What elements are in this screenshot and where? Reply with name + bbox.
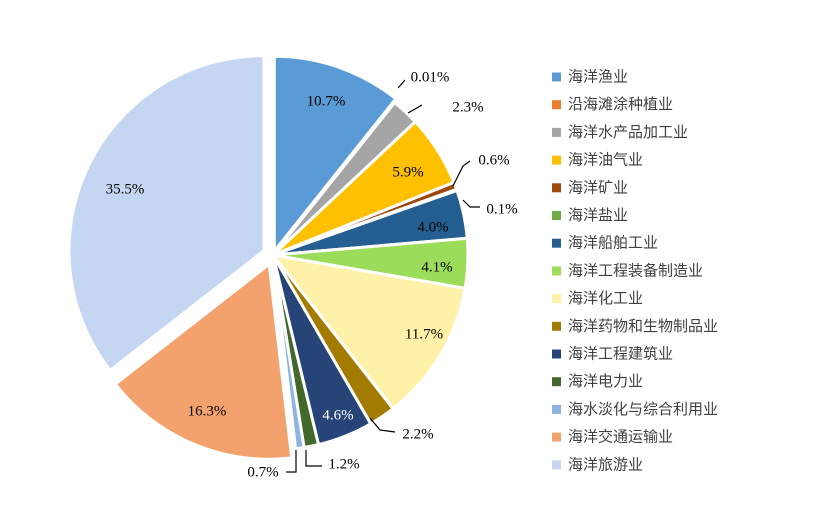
legend-item: 海洋水产品加工业	[552, 123, 688, 141]
data-label-5: 0.6%	[478, 152, 509, 168]
legend-item: 海洋盐业	[552, 206, 628, 224]
legend-item: 海洋工程装备制造业	[552, 261, 703, 279]
legend-item: 海洋矿业	[552, 178, 628, 196]
legend-item: 沿海滩涂种植业	[552, 95, 673, 113]
legend-label: 海洋渔业	[568, 68, 628, 86]
data-label-3: 2.3%	[452, 99, 483, 115]
legend-swatch	[552, 377, 561, 387]
leader-line-6	[462, 199, 480, 208]
pie-slice-1	[272, 54, 398, 253]
legend-swatch	[552, 155, 561, 165]
legend-label: 海洋船舶工业	[568, 234, 658, 252]
legend-label: 海洋盐业	[568, 206, 628, 224]
legend-label: 海洋工程建筑业	[568, 345, 673, 363]
legend-label: 海洋工程装备制造业	[568, 261, 703, 279]
legend-label: 沿海滩涂种植业	[568, 95, 673, 113]
data-label-7: 4.0%	[417, 219, 448, 235]
leader-line-13	[286, 450, 297, 473]
data-label-11: 4.6%	[322, 407, 353, 423]
legend-swatch	[552, 211, 561, 220]
legend-swatch	[552, 349, 561, 359]
legend-label: 海洋交通运输业	[568, 428, 673, 446]
pie-slice-9	[271, 253, 467, 411]
data-label-2: 0.01%	[411, 69, 450, 85]
leader-line-3	[407, 104, 423, 114]
legend-swatch	[552, 321, 561, 331]
data-label-15: 35.5%	[106, 181, 145, 197]
data-label-9: 11.7%	[405, 326, 443, 342]
legend-swatch	[552, 100, 561, 110]
legend-item: 海洋渔业	[552, 68, 628, 86]
legend-swatch	[552, 127, 561, 137]
legend-swatch	[552, 460, 561, 470]
data-label-10: 2.2%	[402, 426, 433, 442]
legend-item: 海洋交通运输业	[552, 428, 673, 446]
data-label-12: 1.2%	[328, 456, 359, 472]
legend-swatch	[552, 238, 561, 248]
legend-item: 海洋电力业	[552, 372, 643, 390]
legend-label: 海洋化工业	[568, 289, 643, 307]
data-label-14: 16.3%	[188, 403, 227, 419]
pie-slice-13	[271, 253, 306, 451]
legend-item: 海洋药物和生物制品业	[552, 317, 718, 335]
legend-swatch	[552, 432, 561, 442]
data-label-1: 10.7%	[307, 93, 346, 109]
legend: 海洋渔业沿海滩涂种植业海洋水产品加工业海洋油气业海洋矿业海洋盐业海洋船舶工业海洋…	[552, 68, 718, 473]
data-label-6: 0.1%	[486, 201, 517, 217]
legend-label: 海洋矿业	[568, 178, 628, 196]
data-labels: 10.7% 0.01%2.3% 5.9% 0.6% 0.1% 4.0% 4.1% 11.7% 2…	[106, 69, 518, 480]
legend-label: 海洋旅游业	[568, 455, 643, 473]
legend-swatch	[552, 266, 561, 276]
legend-swatch	[552, 404, 561, 414]
legend-label: 海水淡化与综合利用业	[568, 400, 718, 418]
pie-slice-15	[67, 54, 266, 372]
legend-label: 海洋油气业	[568, 151, 643, 169]
leader-line-10	[369, 417, 396, 433]
legend-item: 海洋化工业	[552, 289, 643, 307]
legend-swatch	[552, 72, 561, 82]
leader-line-2	[397, 79, 406, 89]
leader-line-12	[305, 450, 322, 467]
leader-line-5	[452, 160, 471, 187]
legend-item: 海水淡化与综合利用业	[552, 400, 718, 418]
pie-slices	[67, 54, 470, 461]
legend-item: 海洋油气业	[552, 151, 643, 169]
data-label-4: 5.9%	[392, 164, 423, 180]
legend-swatch	[552, 183, 561, 193]
legend-item: 海洋旅游业	[552, 455, 643, 473]
legend-label: 海洋水产品加工业	[568, 123, 688, 141]
legend-item: 海洋船舶工业	[552, 234, 658, 252]
legend-swatch	[552, 294, 561, 304]
pie-slice-14	[113, 262, 294, 461]
data-label-13: 0.7%	[247, 464, 278, 480]
legend-label: 海洋药物和生物制品业	[568, 317, 718, 335]
legend-item: 海洋工程建筑业	[552, 345, 673, 363]
legend-label: 海洋电力业	[568, 372, 643, 390]
data-label-8: 4.1%	[421, 259, 452, 275]
